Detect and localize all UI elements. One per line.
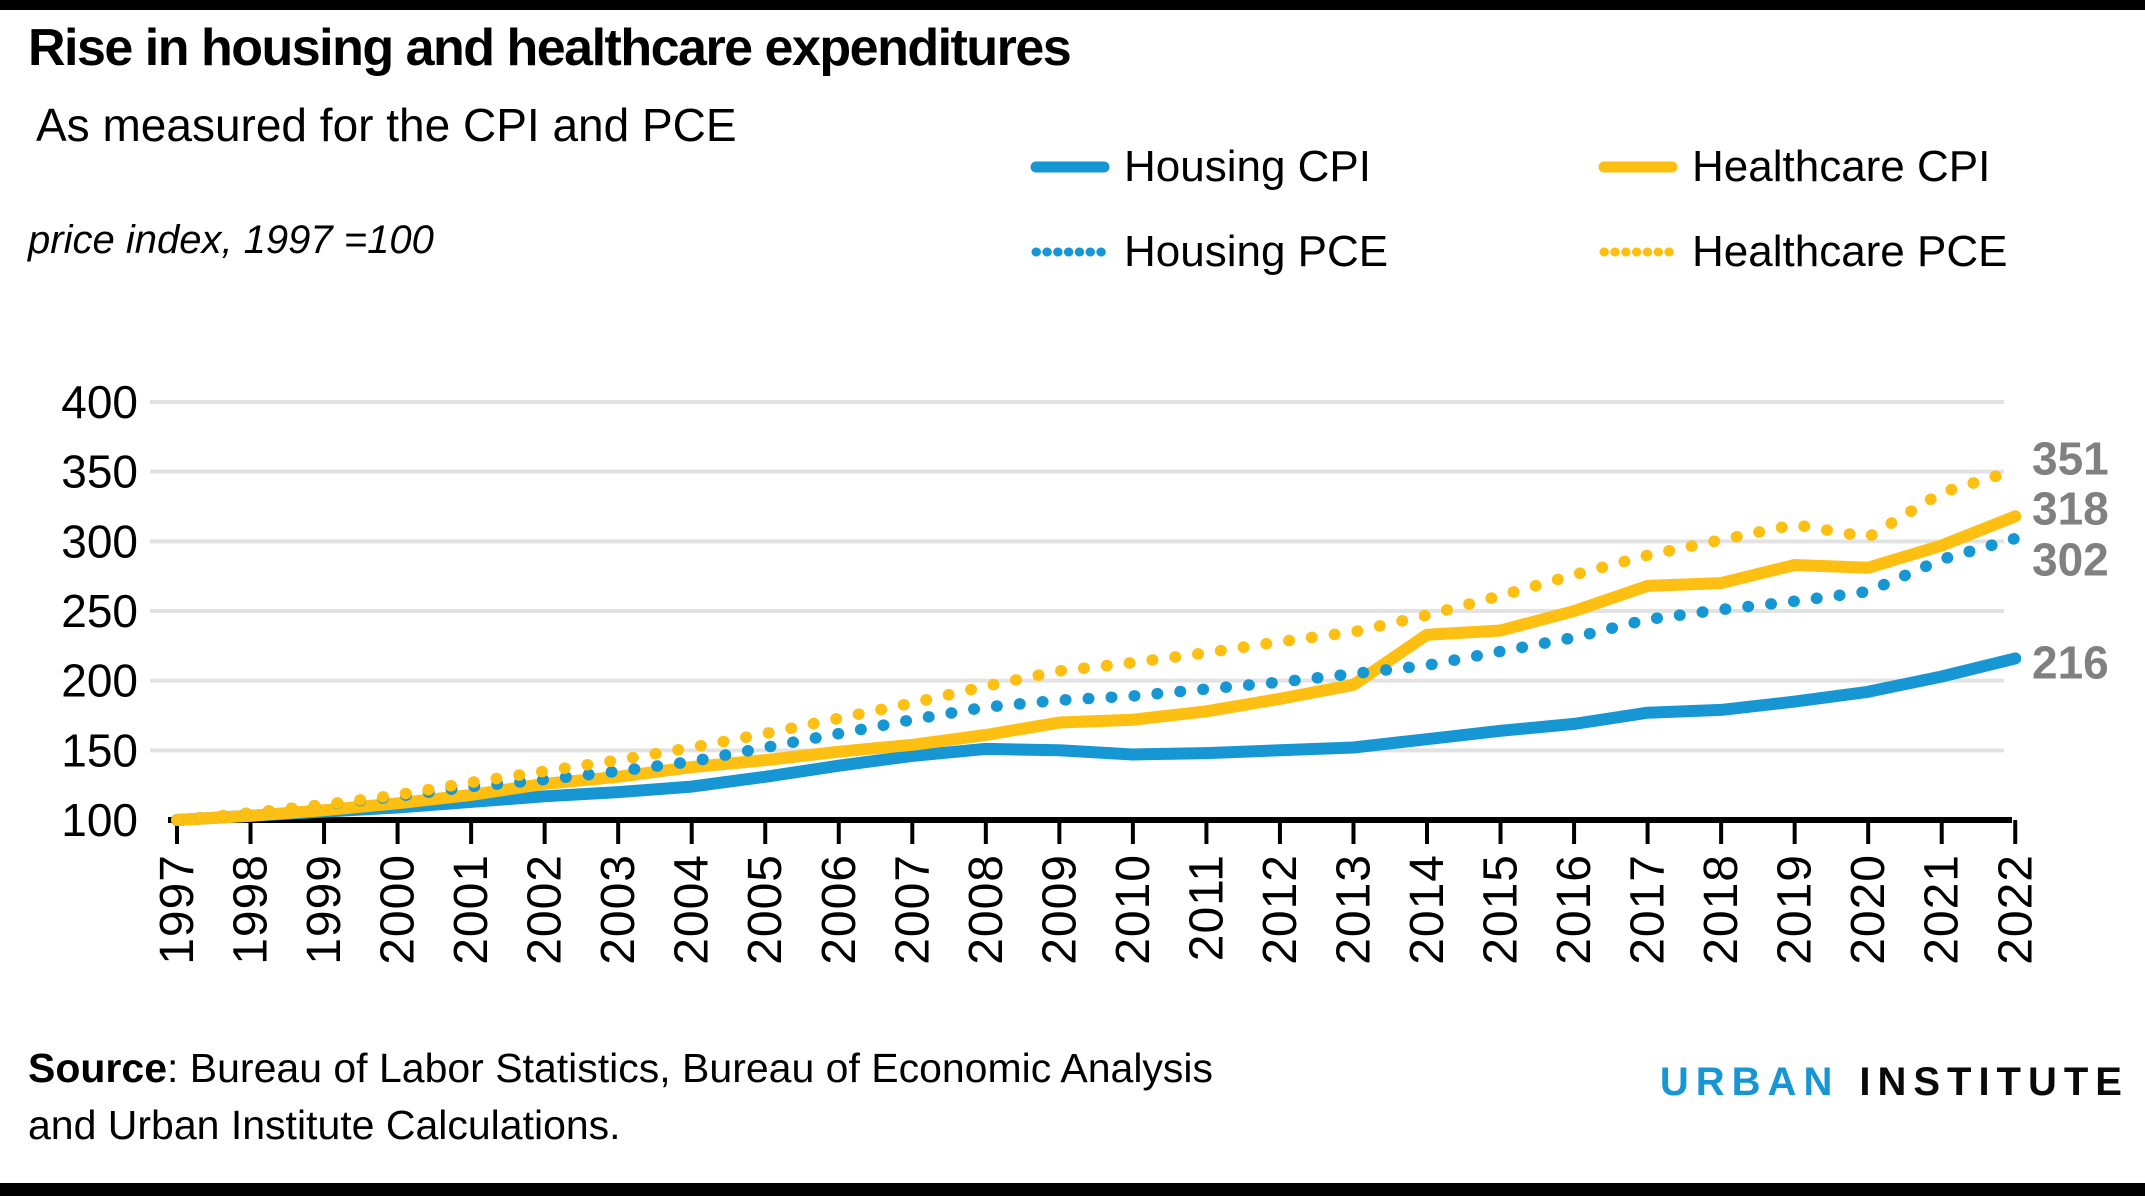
x-tick-label: 2020 [1842, 854, 1895, 965]
legend-item-healthcare-cpi: Healthcare CPI [1598, 142, 2007, 192]
x-tick-label: 2007 [886, 854, 939, 965]
y-tick-label: 350 [61, 446, 138, 498]
x-tick-label: 2017 [1622, 854, 1675, 965]
x-tick-label: 2014 [1401, 854, 1454, 965]
gridlines [150, 400, 2004, 753]
y-tick-label: 200 [61, 655, 138, 707]
y-axis-labels: 100 150 200 250 300 350 400 [61, 376, 138, 846]
end-label-housing-cpi: 216 [2032, 636, 2109, 688]
end-label-healthcare-cpi: 318 [2032, 482, 2109, 534]
chart-title: Rise in housing and healthcare expenditu… [28, 19, 1072, 77]
legend-label: Housing CPI [1124, 141, 1372, 191]
x-tick-label: 2003 [592, 854, 645, 965]
legend-item-housing-pce: Housing PCE [1030, 227, 1598, 277]
x-tick-label: 2006 [813, 854, 866, 965]
logo-word-institute: INSTITUTE [1859, 1060, 2129, 1104]
solid-line-swatch-icon [1598, 161, 1678, 172]
solid-line-swatch-icon [1030, 161, 1110, 172]
legend-label: Housing PCE [1124, 226, 1389, 276]
x-tick-label: 2008 [960, 854, 1013, 965]
x-tick-label: 1999 [298, 854, 351, 965]
y-tick-label: 300 [61, 515, 138, 567]
x-tick-label: 2004 [666, 854, 719, 965]
y-tick-label: 150 [61, 724, 138, 776]
x-tick-label: 2011 [1180, 854, 1233, 961]
logo-word-urban: URBAN [1659, 1060, 1840, 1104]
legend-item-healthcare-pce: Healthcare PCE [1598, 227, 2007, 277]
y-tick-label: 400 [61, 376, 138, 428]
legend-label: Healthcare PCE [1692, 226, 2008, 276]
source-line-1: Source: Bureau of Labor Statistics, Bure… [28, 1040, 1213, 1097]
legend-label: Healthcare CPI [1692, 141, 1991, 191]
dotted-line-swatch-icon [1031, 247, 1109, 256]
x-tick-label: 1998 [225, 854, 278, 965]
dotted-line-swatch-icon [1599, 247, 1677, 256]
x-tick-label: 2002 [519, 854, 572, 965]
x-tick-label: 2022 [1989, 854, 2042, 965]
top-accent-bar [0, 0, 2145, 10]
x-tick-label: 2018 [1695, 854, 1748, 965]
x-tick-label: 2019 [1769, 854, 1822, 965]
x-tick-label: 2015 [1475, 854, 1528, 965]
urban-institute-logo: URBAN INSTITUTE [1660, 1060, 2129, 1105]
series-line-housing-cpi [171, 652, 2022, 826]
end-label-housing-pce: 302 [2032, 534, 2109, 586]
y-tick-label: 100 [61, 794, 138, 846]
chart-legend: Housing CPI Healthcare CPI Housing PCE Heal… [1030, 124, 2007, 294]
x-tick-label: 2013 [1327, 854, 1380, 965]
source-line-2: and Urban Institute Calculations. [28, 1102, 621, 1148]
x-tick-label: 2012 [1254, 854, 1307, 965]
x-tick-label: 2010 [1107, 854, 1160, 965]
x-tick-label: 2000 [372, 854, 425, 965]
series-line-healthcare-pce [171, 464, 2022, 826]
source-label: Source [28, 1045, 167, 1091]
bottom-accent-bar [0, 1183, 2145, 1196]
x-tick-label: 2009 [1033, 854, 1086, 965]
x-axis [168, 817, 2018, 844]
x-tick-label: 1997 [151, 854, 204, 965]
x-tick-label: 2001 [445, 854, 498, 965]
x-tick-label: 2016 [1548, 854, 1601, 965]
y-axis-note: price index, 1997 =100 [28, 218, 434, 262]
x-tick-label: 2021 [1916, 854, 1969, 965]
source-text: : Bureau of Labor Statistics, Bureau of … [167, 1045, 1214, 1091]
x-tick-label: 2005 [739, 854, 792, 965]
chart-subtitle: As measured for the CPI and PCE [36, 99, 737, 151]
y-tick-label: 250 [61, 585, 138, 637]
legend-item-housing-cpi: Housing CPI [1030, 142, 1598, 192]
x-axis-labels: 1997 1998 1999 2000 2001 2002 2003 2004 2005 2006… [151, 854, 2042, 965]
series-line-healthcare-cpi [171, 510, 2022, 826]
source-note: Source: Bureau of Labor Statistics, Bure… [28, 1040, 1213, 1154]
series-lines [171, 464, 2022, 826]
end-label-healthcare-pce: 351 [2032, 432, 2109, 484]
